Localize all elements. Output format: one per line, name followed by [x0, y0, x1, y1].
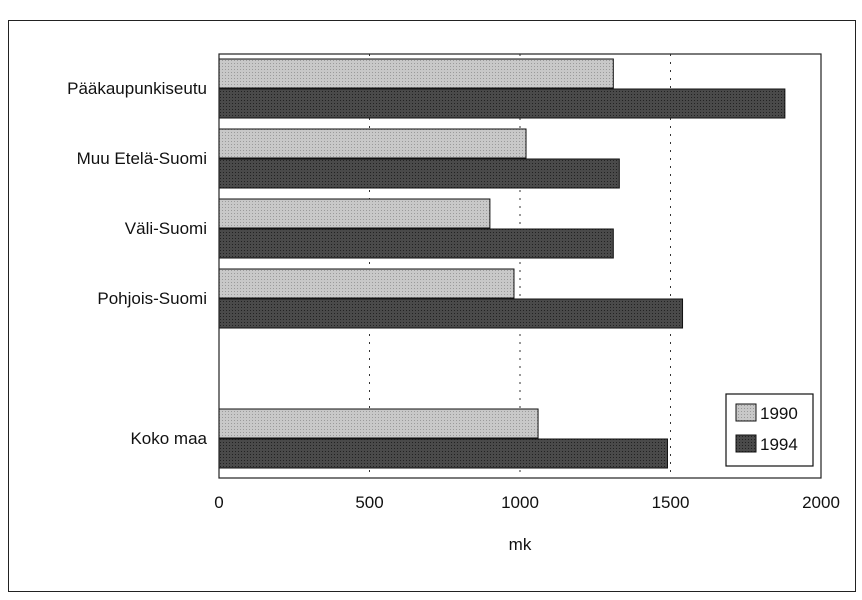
bar-chart: Pääkaupunkiseutu Muu Etelä-Suomi Väli-Suom…: [67, 53, 840, 554]
x-tick-labels: 0 500 1000 1500 2000: [214, 493, 840, 512]
x-axis-label: mk: [509, 535, 532, 554]
category-label-4: Koko maa: [130, 429, 207, 448]
chart-frame: Pääkaupunkiseutu Muu Etelä-Suomi Väli-Suom…: [8, 20, 856, 592]
plot-area-border: [218, 53, 822, 479]
legend-label-1994: 1994: [760, 435, 798, 454]
category-label-1: Muu Etelä-Suomi: [77, 149, 207, 168]
legend-label-1990: 1990: [760, 404, 798, 423]
bar-1990-4: [218, 408, 539, 439]
bar-1994-1: [218, 158, 620, 189]
x-tick-label-2000: 2000: [802, 493, 840, 512]
bar-1990-2: [218, 198, 491, 229]
bar-1994-3: [218, 298, 684, 329]
x-tick-label-1000: 1000: [501, 493, 539, 512]
bars: [218, 58, 786, 469]
category-labels: Pääkaupunkiseutu Muu Etelä-Suomi Väli-Suom…: [67, 79, 207, 448]
bar-1990-1: [218, 128, 527, 159]
x-tick-label-0: 0: [214, 493, 223, 512]
category-label-2: Väli-Suomi: [125, 219, 207, 238]
bar-1994-2: [218, 228, 614, 259]
bar-1990-3: [218, 268, 515, 299]
category-label-0: Pääkaupunkiseutu: [67, 79, 207, 98]
x-tick-label-1500: 1500: [652, 493, 690, 512]
legend-swatch-1990: [735, 403, 757, 422]
category-label-3: Pohjois-Suomi: [97, 289, 207, 308]
legend: 1990 1994: [725, 393, 814, 467]
bar-1994-4: [218, 438, 668, 469]
x-tick-label-500: 500: [355, 493, 383, 512]
bar-1994-0: [218, 88, 786, 119]
grid-lines: [369, 54, 671, 478]
legend-swatch-1994: [735, 434, 757, 453]
bar-1990-0: [218, 58, 614, 89]
